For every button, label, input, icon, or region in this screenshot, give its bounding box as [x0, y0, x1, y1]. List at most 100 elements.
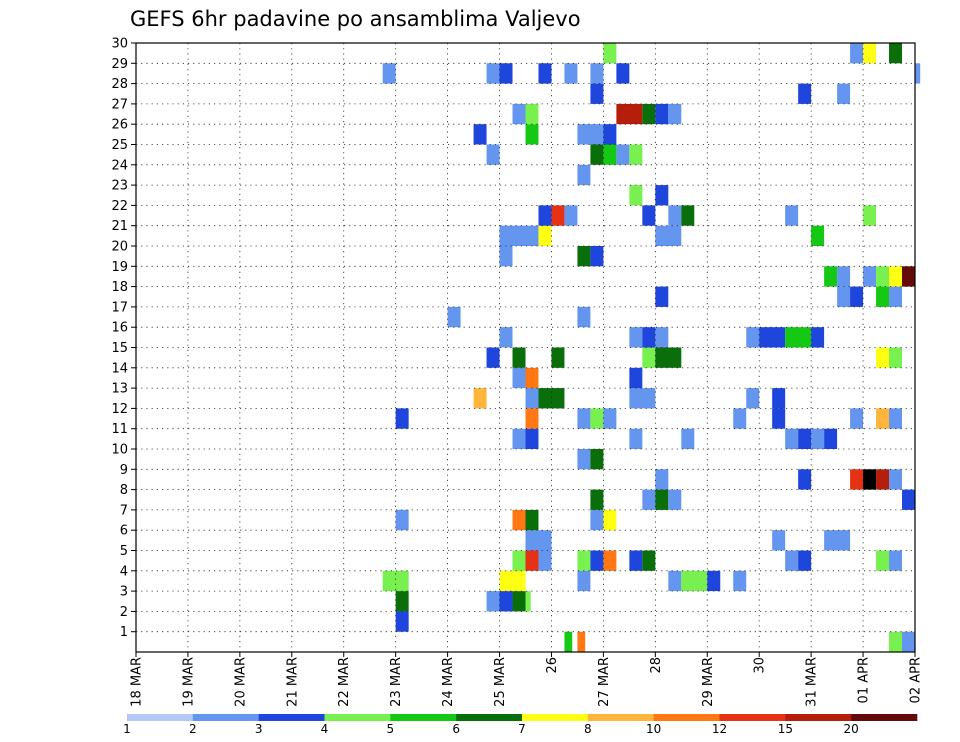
heatmap-cell [577, 550, 591, 571]
heatmap-cell [590, 509, 604, 531]
heatmap-cell [564, 631, 573, 652]
legend-label: 3 [255, 722, 263, 736]
heatmap-cell [889, 43, 903, 64]
heatmap-cell [499, 327, 513, 348]
heatmap-cell [837, 266, 851, 287]
x-tick-label: 22 MAR [337, 657, 352, 707]
heatmap-cell [655, 327, 669, 348]
heatmap-cell [889, 347, 903, 368]
heatmap-cell [590, 550, 604, 571]
heatmap-cell [642, 347, 656, 368]
heatmap-cell [564, 63, 578, 84]
heatmap-cell [538, 63, 552, 84]
y-tick-label: 9 [120, 463, 128, 478]
heatmap-cell [590, 489, 604, 510]
heatmap-cell [746, 327, 760, 348]
y-tick-label: 29 [111, 57, 128, 72]
legend-swatch [785, 714, 852, 721]
x-tick-label: 18 MAR [130, 657, 145, 707]
legend-swatch [587, 714, 654, 721]
y-tick-label: 18 [111, 280, 128, 295]
cells-layer [382, 43, 921, 652]
heatmap-cell [655, 225, 682, 246]
heatmap-cell [876, 347, 890, 368]
heatmap-cell [863, 469, 877, 490]
legend-label: 12 [712, 722, 727, 736]
heatmap-cell [850, 469, 864, 490]
y-tick-label: 30 [111, 37, 128, 52]
heatmap-cell [525, 367, 539, 389]
y-tick-label: 14 [111, 361, 128, 376]
x-tick-label: 02 APR [909, 657, 924, 703]
legend-swatch [653, 714, 720, 721]
heatmap-cell [876, 286, 890, 307]
heatmap-cell [798, 83, 812, 104]
heatmap-cell [902, 489, 915, 510]
x-tick-label: 29 MAR [701, 657, 716, 707]
heatmap-cell [655, 286, 669, 307]
y-tick-label: 13 [111, 382, 128, 397]
heatmap-cell [382, 570, 409, 592]
heatmap-cell [486, 63, 500, 84]
heatmap-cell [499, 63, 513, 84]
heatmap-cell [785, 428, 799, 449]
chart-title: GEFS 6hr padavine po ansamblima Valjevo [130, 7, 581, 31]
legend-label: 15 [778, 722, 793, 736]
legend-swatch [456, 714, 523, 721]
heatmap-cell [772, 530, 786, 551]
heatmap-cell [837, 286, 851, 307]
x-tick-label: 30 [753, 657, 768, 674]
legend-swatch [324, 714, 391, 721]
heatmap-cell [655, 489, 669, 510]
heatmap-cell [642, 103, 656, 125]
x-tick-label: 21 MAR [285, 657, 300, 707]
heatmap-cell [590, 246, 604, 267]
y-tick-label: 24 [111, 158, 128, 173]
heatmap-cell [512, 591, 526, 612]
heatmap-cell [395, 509, 409, 531]
heatmap-cell [902, 266, 915, 287]
y-tick-label: 7 [120, 503, 128, 518]
heatmap-cell [525, 509, 539, 531]
heatmap-cell [772, 388, 786, 409]
heatmap-cell [525, 103, 539, 125]
heatmap-cell [668, 103, 682, 125]
heatmap-cell [538, 225, 552, 246]
y-tick-label: 11 [111, 422, 128, 437]
legend-swatch [522, 714, 589, 721]
legend-swatch [127, 714, 194, 721]
heatmap-cell [577, 408, 591, 429]
x-tick-label: 25 MAR [493, 657, 508, 707]
y-tick-label: 16 [111, 321, 128, 336]
y-tick-label: 10 [111, 443, 128, 458]
x-tick-label: 01 APR [857, 657, 872, 703]
heatmap-cell [785, 327, 812, 348]
heatmap-cell [681, 205, 695, 226]
x-tick-label: 27 MAR [597, 657, 612, 707]
legend-label: 2 [189, 722, 197, 736]
heatmap-cell [889, 408, 903, 429]
legend-label: 10 [646, 722, 661, 736]
heatmap-cell [512, 509, 526, 531]
legend-swatch [192, 714, 259, 721]
heatmap-cell [590, 449, 604, 470]
heatmap-cell [850, 43, 864, 64]
heatmap-cell [629, 185, 643, 206]
heatmap-cell [486, 347, 500, 368]
heatmap-cell [811, 225, 825, 246]
heatmap-cell [889, 469, 903, 490]
heatmap-cell [642, 550, 656, 571]
heatmap-cell [876, 408, 890, 429]
heatmap-cell [590, 144, 604, 165]
x-tick-label: 24 MAR [441, 657, 456, 707]
y-tick-label: 20 [111, 240, 128, 255]
heatmap-cell [603, 144, 617, 165]
heatmap-cell [863, 205, 877, 226]
heatmap-cell [486, 144, 500, 165]
heatmap-cell [577, 570, 591, 592]
heatmap-cell [603, 43, 617, 64]
y-tick-label: 25 [111, 138, 128, 153]
heatmap-cell [876, 550, 890, 571]
heatmap-cell [863, 43, 877, 64]
heatmap-cell [759, 327, 786, 348]
